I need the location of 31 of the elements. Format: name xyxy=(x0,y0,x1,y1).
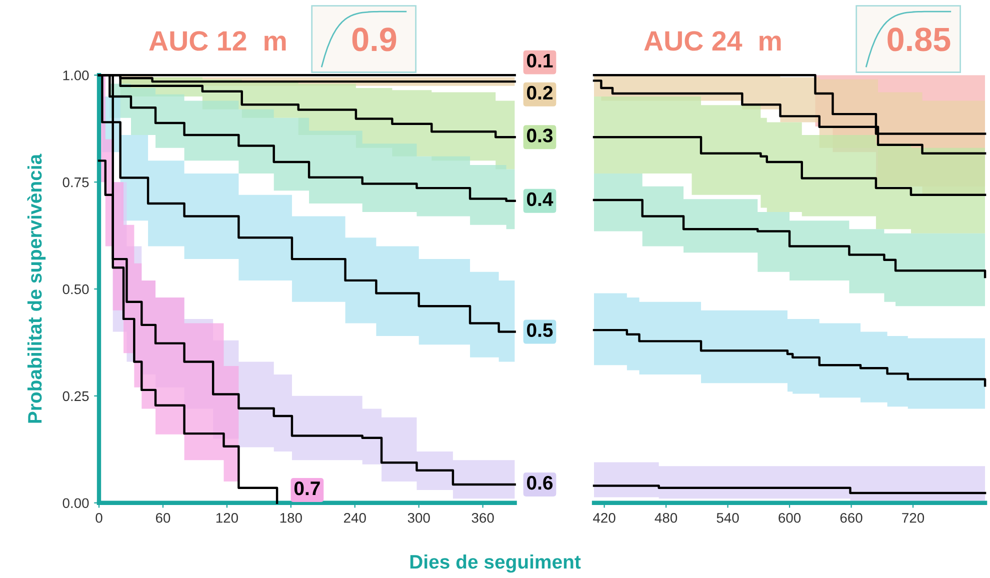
x-tick-label: 240 xyxy=(344,512,366,523)
chart-title: AUC 12 m xyxy=(149,31,286,51)
y-tick-label: 1.00 xyxy=(63,70,89,80)
x-tick-label: 180 xyxy=(280,512,302,523)
y-tick-label: 0.50 xyxy=(62,284,89,294)
text: 0.9 xyxy=(352,28,396,52)
series-label: 0.7 xyxy=(294,481,320,496)
y-tick-label: 0.25 xyxy=(62,391,89,402)
x-tick-label: 600 xyxy=(778,512,801,523)
x-tick-label: 660 xyxy=(840,512,862,523)
x-tick-label: 120 xyxy=(216,512,238,523)
x-tick-label: 420 xyxy=(593,512,616,523)
y-axis-title: Probabilitat de supervivència xyxy=(27,154,46,423)
x-tick-label: 480 xyxy=(654,512,678,523)
x-tick-label: 360 xyxy=(472,512,494,523)
text: 0.85 xyxy=(888,28,950,52)
x-tick-label: 300 xyxy=(408,512,430,523)
series-label: 0.6 xyxy=(527,476,553,490)
series-label: 0.5 xyxy=(527,323,553,337)
x-tick-label: 720 xyxy=(902,512,924,523)
y-tick-label: 0.00 xyxy=(62,498,89,508)
x-tick-label: 540 xyxy=(716,512,739,523)
y-tick-label: 0.75 xyxy=(62,177,89,188)
series-label: 0.1 xyxy=(527,54,553,68)
chart-title: AUC 24 m xyxy=(644,31,781,51)
series-label: 0.2 xyxy=(527,86,552,100)
x-tick-label: 60 xyxy=(156,512,170,523)
x-tick-label: 0 xyxy=(96,512,102,523)
x-axis-title: Dies de seguiment xyxy=(410,554,581,573)
series-label: 0.3 xyxy=(527,128,553,142)
series-label: 0.4 xyxy=(527,192,554,206)
